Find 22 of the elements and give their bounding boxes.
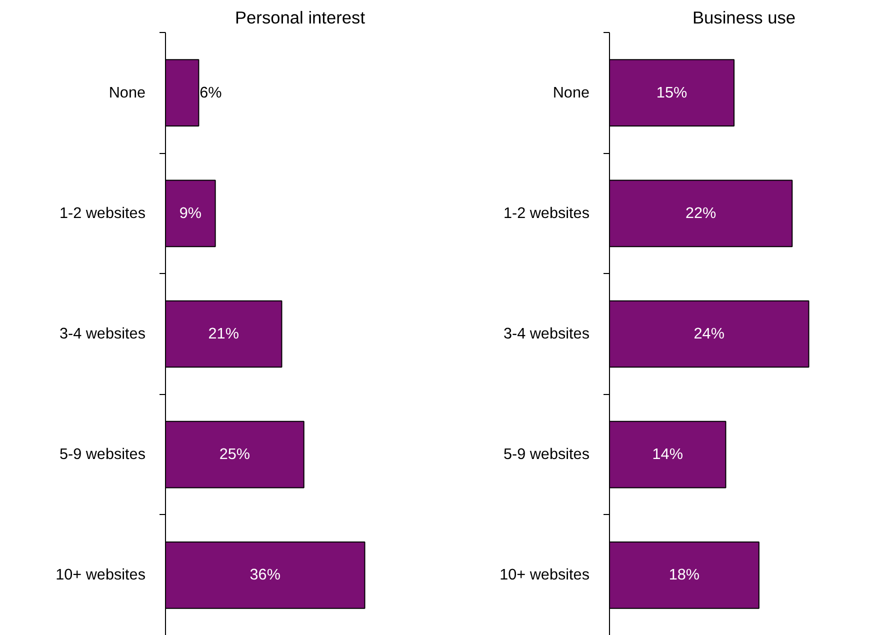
data-label: 9% <box>179 204 202 222</box>
chart-title: Personal interest <box>234 8 366 28</box>
y-tick-label: None <box>552 84 590 102</box>
data-label: 18% <box>668 566 700 584</box>
data-label: 15% <box>656 84 688 102</box>
y-tick-label: 5-9 websites <box>59 446 146 464</box>
y-tick-label: None <box>108 84 146 102</box>
data-label: 14% <box>652 446 684 464</box>
data-label: 22% <box>685 204 717 222</box>
data-label: 21% <box>208 326 240 342</box>
data-label: 6% <box>200 84 222 102</box>
data-label: 36% <box>250 566 281 584</box>
y-tick-label: 1-2 websites <box>59 204 146 222</box>
y-tick-label: 10+ websites <box>56 566 146 584</box>
data-label: 25% <box>219 446 250 464</box>
y-tick-label: 10+ websites <box>500 566 590 584</box>
chart-title: Business use <box>692 8 796 28</box>
y-tick-label: 5-9 websites <box>503 446 590 464</box>
y-tick-label: 3-4 websites <box>503 326 590 342</box>
y-tick-label: 3-4 websites <box>59 326 146 342</box>
y-tick-label: 1-2 websites <box>503 204 590 222</box>
data-label: 24% <box>694 326 725 342</box>
